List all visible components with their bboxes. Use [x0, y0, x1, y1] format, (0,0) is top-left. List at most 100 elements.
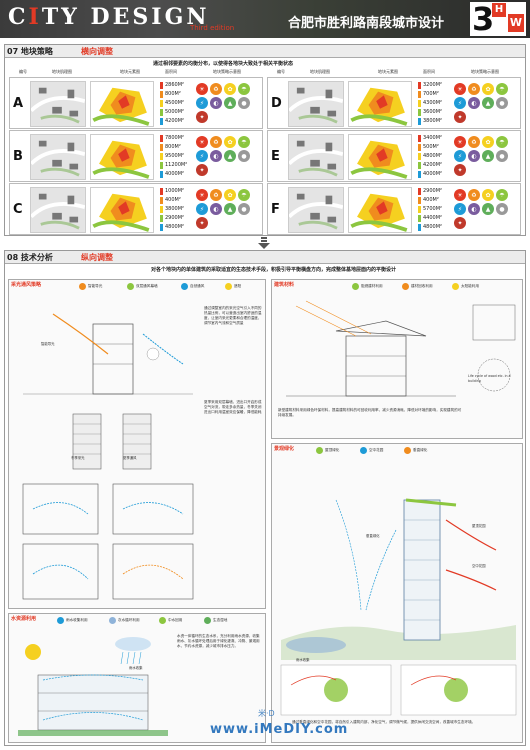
area-list: 1000M² 400M² 3800M² 2900M² 4800M²	[160, 188, 190, 233]
header-background	[0, 0, 530, 38]
strategy-icon: ◐	[468, 203, 480, 215]
landscape-note: 通过垂直绿化和空中花园，将自然引入建筑内部，净化空气，调节微气候，提供休闲交流空…	[292, 720, 476, 724]
area-value: 4800M²	[160, 224, 190, 231]
strategy-icon: ♻	[468, 83, 480, 95]
texture-map	[30, 81, 86, 127]
strategy-icon: ☂	[496, 136, 508, 148]
legend-item: 自然通风	[181, 283, 204, 290]
strategy-icon: ☀	[454, 189, 466, 201]
strategy-icons: ☀ ♻ ✿ ☂ ⚡ ◐ ▲ ● ✦	[196, 189, 262, 229]
area-value: 3200M²	[418, 82, 448, 89]
area-value: 400M²	[160, 197, 190, 204]
down-arrow-icon	[258, 237, 270, 249]
area-value: 4000M²	[418, 171, 448, 178]
legend-item: 屋顶绿化	[316, 447, 339, 454]
block-id: A	[13, 96, 24, 111]
block-row: E 3400M² 500M² 4800M² 4200M² 4000M² ☀ ♻ ✿ ☂ ⚡ ◐ ▲ ● ✦	[267, 130, 521, 182]
materials-panel: 建筑材料 阻燃建材利用 建材回收利用 太阳能利用 Life cycle of w…	[271, 279, 523, 439]
strategy-icons: ☀ ♻ ✿ ☂ ⚡ ◐ ▲ ● ✦	[454, 83, 520, 123]
strategy-icon: ☂	[238, 189, 250, 201]
section-07-caption: 通过相邻要素的均衡分布，以使得各地块大致处于相关平衡状态	[153, 61, 294, 67]
area-value: 700M²	[418, 91, 448, 98]
water-title: 水资源利用	[11, 616, 37, 622]
strategy-icon: ✿	[224, 189, 236, 201]
diagram-label: 垂直绿化	[366, 534, 380, 538]
column-header: 面积间	[165, 69, 177, 74]
strategy-icon: ♻	[468, 136, 480, 148]
area-list: 2860M² 800M² 4500M² 5000M² 4200M²	[160, 82, 190, 127]
strategy-icon: ◐	[210, 203, 222, 215]
texture-map	[30, 134, 86, 180]
area-value: 5000M²	[160, 109, 190, 116]
ventilation-note-2: 夏季采用双层幕墙，进出口开启形成空气对流，带走多余热量，冬季关闭进出口利用温室效…	[204, 400, 262, 414]
strategy-icon: ⚡	[196, 97, 208, 109]
element-map	[348, 81, 412, 127]
area-value: 4800M²	[418, 153, 448, 160]
section-08-caption: 对各个地块内的单体建筑的采取适宜的生态技术手段，积极引导平衡横盘方向，完成整体基…	[151, 267, 397, 273]
diagram-label: 雨水收集	[296, 658, 310, 662]
strategy-icon: ●	[238, 97, 250, 109]
strategy-icon: ⚡	[454, 150, 466, 162]
block-id: D	[271, 96, 282, 111]
strategy-icons: ☀ ♻ ✿ ☂ ⚡ ◐ ▲ ● ✦	[196, 136, 262, 176]
element-map	[348, 134, 412, 180]
materials-title: 建筑材料	[274, 282, 295, 288]
strategy-icon: ✦	[454, 111, 466, 123]
area-value: 3800M²	[160, 206, 190, 213]
section-07: 07 地块策略 横向调整 通过相邻要素的均衡分布，以使得各地块大致处于相关平衡状…	[4, 44, 526, 236]
legend-item: 雨水收集利用	[57, 617, 88, 624]
water-note: 水资一体循环的生态水系，充分利用雨水资源，收集雨水、灰水循环处理后用于绿化灌溉、…	[177, 634, 260, 648]
strategy-icon: ◐	[210, 97, 222, 109]
strategy-icon: ◐	[468, 150, 480, 162]
strategy-icon: ⚡	[196, 203, 208, 215]
watermark-url: www.iMeDIY.com	[210, 722, 349, 737]
strategy-icon: ✿	[224, 83, 236, 95]
lifecycle-diagram	[472, 304, 516, 392]
section-07-bar: 07 地块策略 横向调整	[5, 45, 525, 58]
area-value: 500M²	[418, 144, 448, 151]
legend-item: 双层通风幕墙	[127, 283, 158, 290]
strategy-icon: ▲	[224, 97, 236, 109]
area-value: 4200M²	[418, 162, 448, 169]
strategy-icon: ⚡	[196, 150, 208, 162]
legend-item: 阻燃建材利用	[352, 283, 383, 290]
strategy-icon: ●	[496, 97, 508, 109]
diagram-label: 冬季采光	[71, 456, 85, 460]
area-value: 9500M²	[160, 153, 190, 160]
materials-diagram	[286, 300, 456, 397]
area-value: 2900M²	[160, 215, 190, 222]
page-header: CITY DESIGN Third edition 合肥市胜利路南段城市设计 3…	[0, 0, 530, 38]
area-value: 7800M²	[160, 135, 190, 142]
logo: 3 H W	[470, 2, 526, 36]
legend-item: 遮阳	[225, 283, 241, 290]
legend-item: 垂直绿化	[404, 447, 427, 454]
area-list: 3400M² 500M² 4800M² 4200M² 4000M²	[418, 135, 448, 180]
strategy-icon: ◐	[210, 150, 222, 162]
area-value: 4300M²	[418, 100, 448, 107]
area-value: 5700M²	[418, 206, 448, 213]
area-value: 2900M²	[418, 188, 448, 195]
strategy-icon: ●	[238, 203, 250, 215]
strategy-icon: ☂	[496, 189, 508, 201]
area-value: 4400M²	[418, 215, 448, 222]
title-en: CITY DESIGN	[8, 4, 210, 30]
diagram-label: 智能导光	[41, 342, 55, 346]
legend-item: 空中花园	[360, 447, 383, 454]
texture-map	[288, 81, 344, 127]
strategy-icon: ✦	[454, 217, 466, 229]
area-value: 4500M²	[160, 100, 190, 107]
diagram-label: 屋顶花园	[472, 524, 486, 528]
block-row: F 2900M² 400M² 5700M² 4400M² 4800M² ☀ ♻ ✿ ☂ ⚡ ◐ ▲ ● ✦	[267, 183, 521, 235]
ventilation-title: 采光通风策略	[11, 282, 42, 288]
ventilation-note-1: 通过调整室内的采光空气引入不同的热量比例，可以营造出室内舒适的温度，让室内采光更…	[204, 306, 262, 325]
strategy-icon: ✦	[196, 111, 208, 123]
block-id: C	[13, 202, 23, 217]
block-row: C 1000M² 400M² 3800M² 2900M² 4800M² ☀ ♻ ✿ ☂ ⚡ ◐ ▲ ● ✦	[9, 183, 263, 235]
diagram-label: 雨水收集	[129, 666, 143, 670]
area-list: 2900M² 400M² 5700M² 4400M² 4800M²	[418, 188, 448, 233]
strategy-icon: ●	[238, 150, 250, 162]
area-value: 800M²	[160, 91, 190, 98]
water-diagram	[18, 637, 168, 736]
ventilation-panel: 采光通风策略 智能导光 双层通风幕墙 自然通风 遮阳 智能导光 冬季采光	[8, 279, 266, 609]
element-map	[348, 187, 412, 233]
